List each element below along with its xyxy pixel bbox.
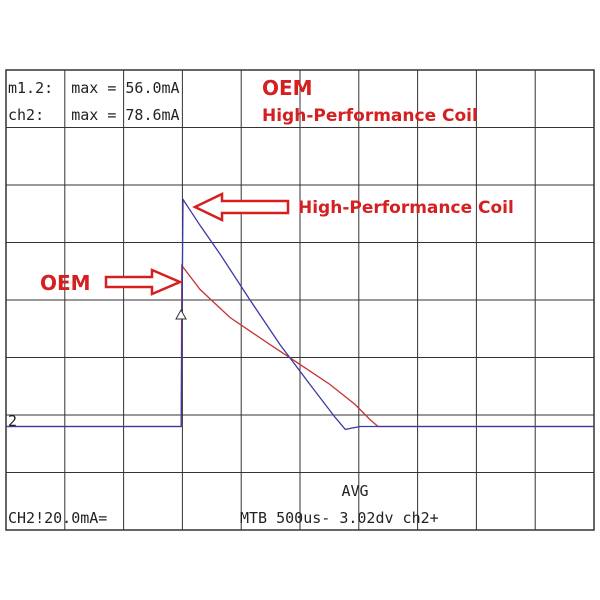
legend-entry: High-Performance Coil bbox=[262, 106, 478, 126]
trace bbox=[6, 197, 594, 431]
readout: ch2: max = 78.6mA bbox=[8, 106, 180, 124]
readout: m1.2: max = 56.0mA bbox=[8, 79, 180, 97]
arrow bbox=[192, 192, 290, 222]
channel-scale: CH2!20.0mA= bbox=[8, 509, 107, 527]
grid bbox=[6, 70, 594, 530]
timebase: MTB 500us- 3.02dv ch2+ bbox=[240, 509, 439, 527]
channel-marker: 2 bbox=[8, 412, 17, 430]
annotation: High-Performance Coil bbox=[298, 198, 514, 218]
trigger-marker bbox=[175, 308, 187, 320]
arrow bbox=[104, 268, 184, 296]
annotation: OEM bbox=[40, 271, 91, 295]
traces bbox=[6, 197, 594, 431]
legend-entry: OEM bbox=[262, 76, 313, 100]
mode: AVG bbox=[341, 482, 368, 500]
